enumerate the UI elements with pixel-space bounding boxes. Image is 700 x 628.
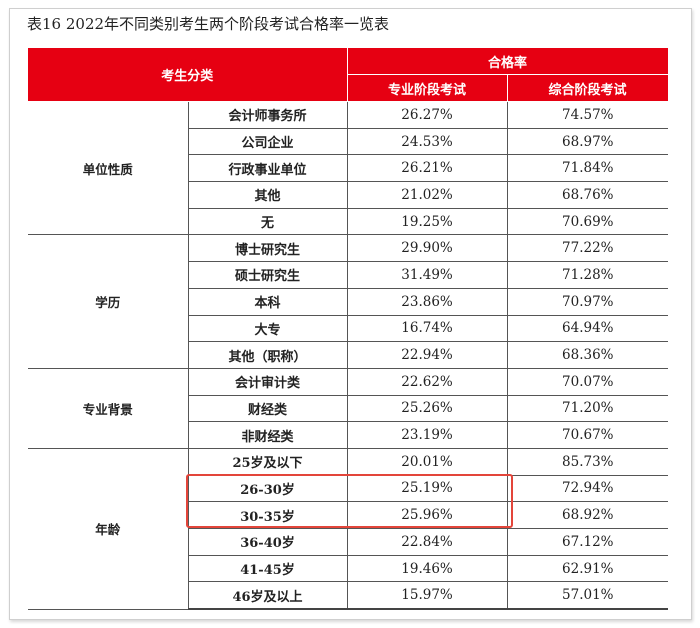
professional-rate: 19.25% xyxy=(346,207,508,236)
comprehensive-rate: 67.12% xyxy=(506,528,669,556)
highlight-box xyxy=(186,474,513,528)
row-label: 其他（职称） xyxy=(187,341,348,369)
group-label: 专业背景 xyxy=(28,367,189,449)
table-row: 36-40岁 22.84% 67.12% xyxy=(28,528,669,556)
comprehensive-rate: 85.73% xyxy=(506,447,669,476)
row-label: 会计师事务所 xyxy=(187,101,348,129)
professional-rate: 25.96% xyxy=(346,501,508,529)
row-label: 无 xyxy=(187,207,348,236)
professional-rate: 25.19% xyxy=(346,474,508,503)
table-row: 其他 21.02% 68.76% xyxy=(28,181,669,209)
comprehensive-rate: 57.01% xyxy=(506,581,669,611)
comprehensive-rate: 68.97% xyxy=(506,127,669,156)
row-label: 硕士研究生 xyxy=(187,261,348,289)
professional-rate: 29.90% xyxy=(346,234,508,263)
table-row: 46岁及以上 15.97% 57.01% xyxy=(28,581,669,611)
professional-rate: 21.02% xyxy=(346,181,508,209)
professional-rate: 23.19% xyxy=(346,421,508,449)
header-professional: 专业阶段考试 xyxy=(346,74,508,102)
comprehensive-rate: 68.76% xyxy=(506,181,669,209)
professional-rate: 26.21% xyxy=(346,154,508,183)
pass-rate-table: 考生分类 合格率 专业阶段考试 综合阶段考试 单位性质 会计师事务所 26.27% 7… xyxy=(28,47,669,611)
table-row: 年龄 25岁及以下 20.01% 85.73% xyxy=(28,447,669,610)
comprehensive-rate: 70.69% xyxy=(506,207,669,236)
professional-rate: 26.27% xyxy=(346,101,508,129)
comprehensive-rate: 71.20% xyxy=(506,394,669,423)
table-title: 表16 2022年不同类别考生两个阶段考试合格率一览表 xyxy=(27,15,390,33)
table-row: 26-30岁 25.19% 72.94% xyxy=(28,474,669,503)
table-row: 其他（职称） 22.94% 68.36% xyxy=(28,341,669,369)
group-label: 年龄 xyxy=(28,447,189,610)
row-label: 非财经类 xyxy=(187,421,348,449)
professional-rate: 20.01% xyxy=(346,447,508,476)
table-row: 财经类 25.26% 71.20% xyxy=(28,394,669,423)
professional-rate: 31.49% xyxy=(346,261,508,289)
header-comprehensive: 综合阶段考试 xyxy=(506,74,669,102)
table-row: 行政事业单位 26.21% 71.84% xyxy=(28,154,669,183)
row-label: 46岁及以上 xyxy=(187,581,348,611)
group-label: 学历 xyxy=(28,234,189,369)
comprehensive-rate: 70.97% xyxy=(506,287,669,316)
comprehensive-rate: 64.94% xyxy=(506,314,669,343)
table-row: 30-35岁 25.96% 68.92% xyxy=(28,501,669,529)
professional-rate: 22.62% xyxy=(346,367,508,396)
header-pass-rate: 合格率 xyxy=(346,47,669,75)
row-label: 30-35岁 xyxy=(187,501,348,529)
professional-rate: 22.94% xyxy=(346,341,508,369)
row-label: 25岁及以下 xyxy=(187,447,348,476)
comprehensive-rate: 72.94% xyxy=(506,474,669,503)
row-label: 博士研究生 xyxy=(187,234,348,263)
comprehensive-rate: 77.22% xyxy=(506,234,669,263)
comprehensive-rate: 74.57% xyxy=(506,101,669,129)
professional-rate: 25.26% xyxy=(346,394,508,423)
table-row: 专业背景 会计审计类 22.62% 70.07% xyxy=(28,367,669,449)
row-label: 36-40岁 xyxy=(187,528,348,556)
row-label: 本科 xyxy=(187,287,348,316)
professional-rate: 19.46% xyxy=(346,554,508,583)
professional-rate: 22.84% xyxy=(346,528,508,556)
row-label: 大专 xyxy=(187,314,348,343)
row-label: 其他 xyxy=(187,181,348,209)
header-category: 考生分类 xyxy=(28,47,348,102)
row-label: 会计审计类 xyxy=(187,367,348,396)
row-label: 公司企业 xyxy=(187,127,348,156)
comprehensive-rate: 71.28% xyxy=(506,261,669,289)
row-label: 财经类 xyxy=(187,394,348,423)
group-label: 单位性质 xyxy=(28,100,189,236)
comprehensive-rate: 70.67% xyxy=(506,421,669,449)
table-row: 单位性质 会计师事务所 26.27% 74.57% xyxy=(28,100,669,236)
professional-rate: 16.74% xyxy=(346,314,508,343)
comprehensive-rate: 68.36% xyxy=(506,341,669,369)
table-row: 学历 博士研究生 29.90% 77.22% xyxy=(28,234,669,369)
row-label: 41-45岁 xyxy=(187,554,348,583)
professional-rate: 15.97% xyxy=(346,581,508,611)
table-row: 41-45岁 19.46% 62.91% xyxy=(28,554,669,583)
comprehensive-rate: 71.84% xyxy=(506,154,669,183)
table-row: 硕士研究生 31.49% 71.28% xyxy=(28,261,669,289)
comprehensive-rate: 68.92% xyxy=(506,501,669,529)
professional-rate: 24.53% xyxy=(346,127,508,156)
comprehensive-rate: 62.91% xyxy=(506,554,669,583)
comprehensive-rate: 70.07% xyxy=(506,367,669,396)
professional-rate: 23.86% xyxy=(346,287,508,316)
row-label: 行政事业单位 xyxy=(187,154,348,183)
